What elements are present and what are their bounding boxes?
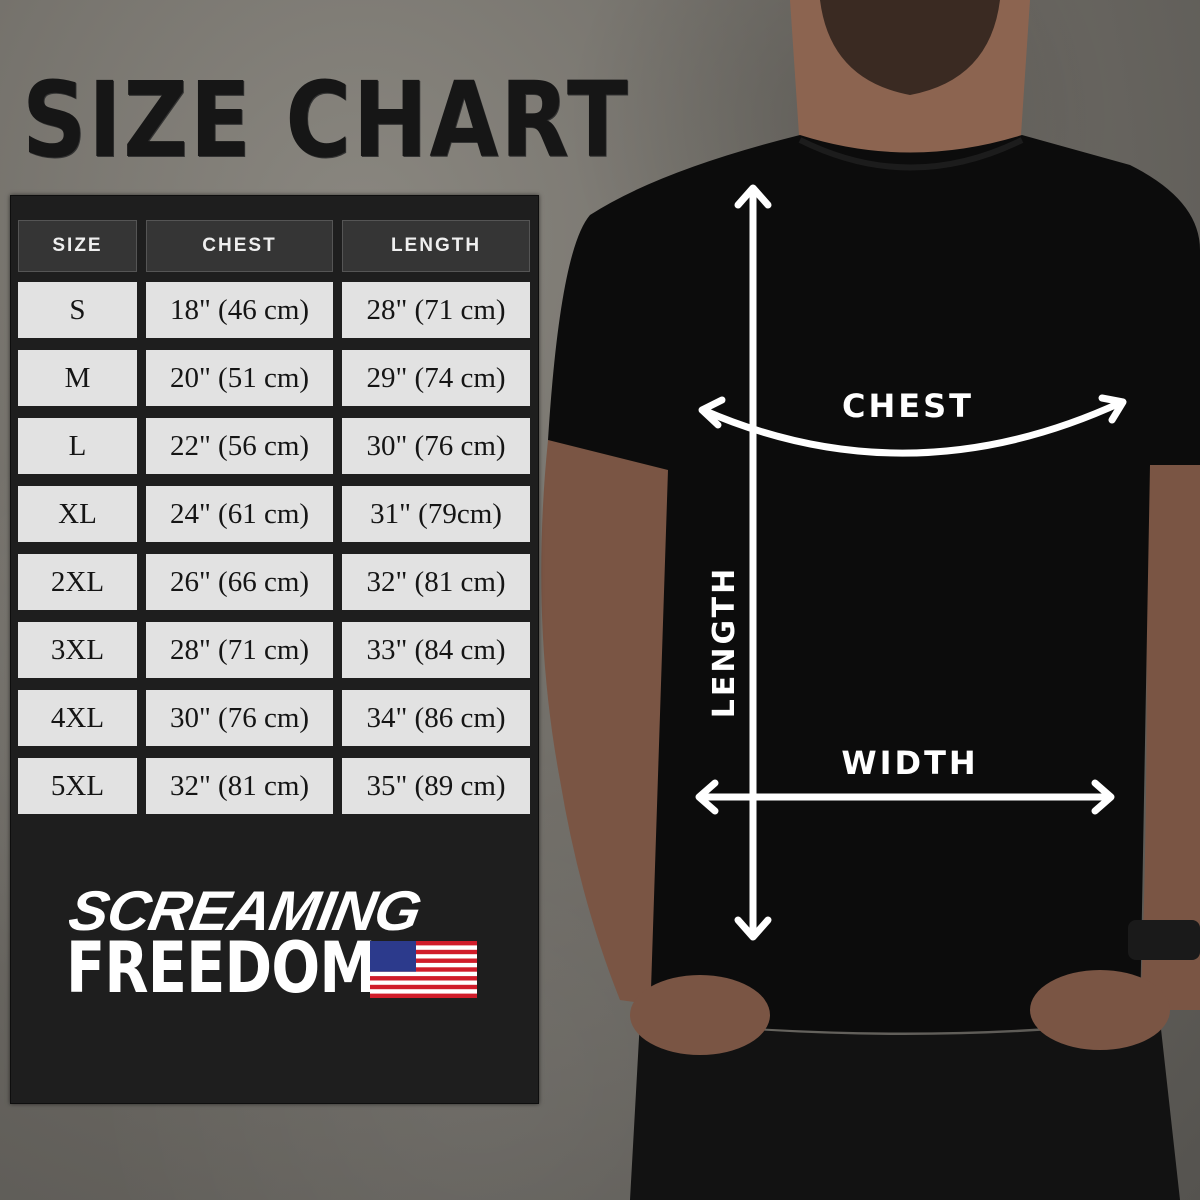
table-cell-length: 31" (79cm) bbox=[342, 486, 530, 542]
model-left-hand bbox=[630, 975, 770, 1055]
chest-arrow bbox=[699, 398, 1126, 457]
table-cell-size: S bbox=[18, 282, 137, 338]
table-cell-chest: 18" (46 cm) bbox=[146, 282, 333, 338]
table-cell-chest: 22" (56 cm) bbox=[146, 418, 333, 474]
table-cell-size: L bbox=[18, 418, 137, 474]
width-label: WIDTH bbox=[841, 744, 978, 782]
jeans bbox=[630, 1020, 1180, 1200]
model-left-arm bbox=[541, 440, 690, 1010]
width-arrow-right-head bbox=[1091, 779, 1115, 815]
page-title: SIZE CHART bbox=[22, 59, 630, 181]
header-length: LENGTH bbox=[342, 220, 530, 272]
wristwatch-icon bbox=[1128, 920, 1200, 960]
model-right-hand bbox=[1030, 970, 1170, 1050]
table-cell-size: 3XL bbox=[18, 622, 137, 678]
model-right-arm bbox=[1140, 460, 1200, 1010]
table-cell-chest: 30" (76 cm) bbox=[146, 690, 333, 746]
brand-logo-line2: FREEDOM bbox=[66, 927, 376, 1009]
header-size: SIZE bbox=[18, 220, 137, 272]
chest-arrow-left-head bbox=[698, 396, 726, 429]
table-cell-length: 29" (74 cm) bbox=[342, 350, 530, 406]
chest-arrow-right-head bbox=[1098, 394, 1127, 424]
length-arrow-top-head bbox=[734, 184, 772, 209]
table-cell-size: M bbox=[18, 350, 137, 406]
length-label: LENGTH bbox=[707, 566, 742, 718]
table-cell-length: 32" (81 cm) bbox=[342, 554, 530, 610]
table-cell-length: 33" (84 cm) bbox=[342, 622, 530, 678]
us-flag-icon bbox=[370, 941, 477, 998]
header-chest: CHEST bbox=[146, 220, 333, 272]
table-cell-length: 30" (76 cm) bbox=[342, 418, 530, 474]
table-cell-length: 28" (71 cm) bbox=[342, 282, 530, 338]
model-beard bbox=[820, 0, 1000, 95]
length-arrow-bottom-head bbox=[734, 916, 772, 941]
table-cell-length: 35" (89 cm) bbox=[342, 758, 530, 814]
table-cell-size: 5XL bbox=[18, 758, 137, 814]
width-arrow-left-head bbox=[695, 779, 719, 815]
table-cell-size: 4XL bbox=[18, 690, 137, 746]
table-cell-size: 2XL bbox=[18, 554, 137, 610]
chest-label: CHEST bbox=[842, 387, 974, 425]
table-cell-chest: 32" (81 cm) bbox=[146, 758, 333, 814]
table-cell-size: XL bbox=[18, 486, 137, 542]
table-cell-chest: 26" (66 cm) bbox=[146, 554, 333, 610]
table-cell-chest: 24" (61 cm) bbox=[146, 486, 333, 542]
table-cell-length: 34" (86 cm) bbox=[342, 690, 530, 746]
tshirt-collar bbox=[798, 137, 1024, 171]
table-cell-chest: 28" (71 cm) bbox=[146, 622, 333, 678]
table-cell-chest: 20" (51 cm) bbox=[146, 350, 333, 406]
